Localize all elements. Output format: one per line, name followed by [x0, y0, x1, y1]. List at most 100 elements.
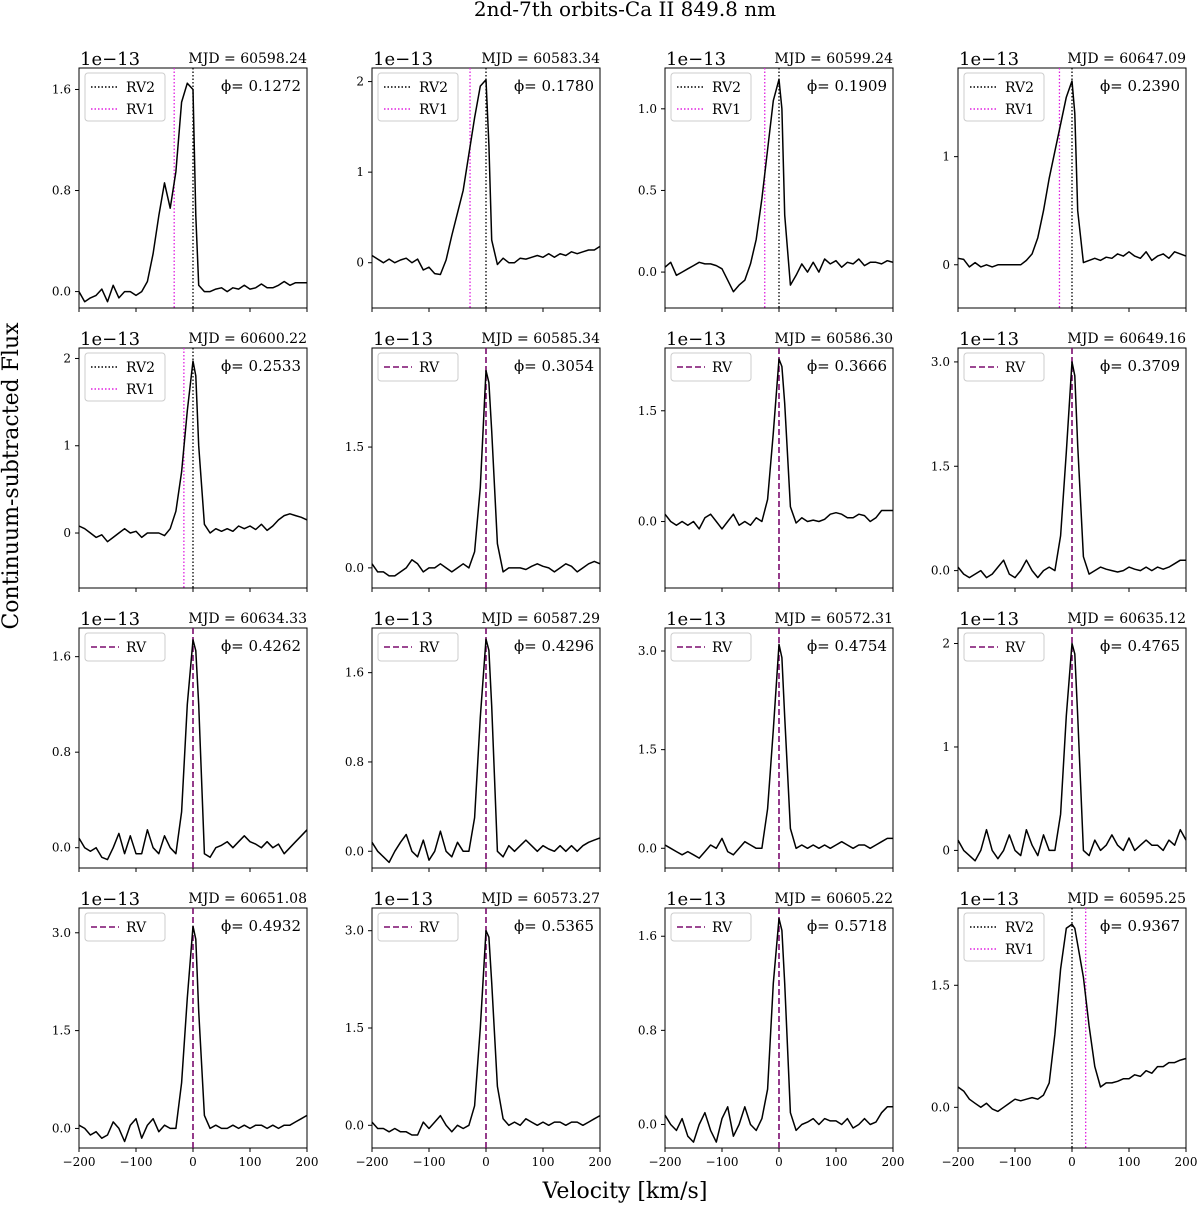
mjd-label: MJD = 60572.31 [774, 611, 893, 627]
legend-box [84, 632, 166, 662]
subplot-9: 0.0 0.8 1.6 RV ϕ= 0.4262 1e−13 MJD = 60634.33 [52, 609, 308, 872]
legend-label: RV [712, 920, 733, 936]
y-tick-label: 1 [942, 740, 950, 754]
x-tick-label: 0 [1068, 1155, 1076, 1169]
spectrum-line [664, 78, 894, 293]
legend-label: RV [1005, 360, 1026, 376]
offset-text: 1e−13 [666, 329, 726, 350]
x-tick-label: 100 [239, 1155, 262, 1169]
spectrum-line [78, 82, 307, 303]
y-tick-label: 0.0 [638, 1117, 657, 1131]
offset-text: 1e−13 [959, 609, 1019, 630]
mjd-label: MJD = 60635.12 [1067, 611, 1186, 627]
legend-box [670, 912, 752, 942]
x-tick-label: −100 [999, 1155, 1032, 1169]
y-tick-label: 0.8 [52, 745, 71, 759]
phase-label: ϕ= 0.3054 [514, 357, 594, 375]
x-tick-label: 0 [775, 1155, 783, 1169]
x-tick-label: 0 [189, 1155, 197, 1169]
offset-text: 1e−13 [80, 49, 140, 70]
legend-label: RV1 [419, 102, 448, 118]
y-tick-label: 1.5 [638, 404, 657, 418]
spectrum-line [371, 638, 601, 864]
mjd-label: MJD = 60651.08 [188, 891, 307, 907]
x-tick-label: 200 [1175, 1155, 1198, 1169]
offset-text: 1e−13 [373, 889, 433, 910]
y-tick-label: 1.5 [52, 1024, 71, 1038]
spectrum-line [664, 917, 893, 1143]
legend-box [377, 352, 459, 382]
x-tick-label: −200 [356, 1155, 389, 1169]
y-tick-label: 0.8 [345, 755, 364, 769]
phase-label: ϕ= 0.2533 [221, 357, 301, 375]
y-tick-label: 1.5 [345, 440, 364, 454]
legend-label: RV [419, 920, 440, 936]
legend-box [84, 912, 166, 942]
x-tick-label: 200 [882, 1155, 905, 1169]
y-tick-label: 0 [356, 256, 364, 270]
spectrum-line [371, 929, 601, 1136]
phase-label: ϕ= 0.2390 [1100, 77, 1180, 95]
y-tick-label: 0.0 [345, 844, 364, 858]
spectrum-line [371, 79, 601, 276]
y-tick-label: 0.0 [931, 1100, 950, 1114]
x-tick-label: −200 [649, 1155, 682, 1169]
phase-label: ϕ= 0.4765 [1100, 637, 1180, 655]
spectrum-line [78, 925, 308, 1143]
y-tick-label: 1.5 [638, 743, 657, 757]
x-tick-label: −100 [120, 1155, 153, 1169]
legend-label: RV1 [1005, 102, 1034, 118]
subplot-13: 0.0 1.5 3.0 −200 −100 0 100 200 RV ϕ= 0.4932 1e−13… [52, 889, 319, 1169]
legend-box [377, 632, 459, 662]
subplot-3: 0.0 0.5 1.0 RV2 RV1 ϕ= 0.1909 1e−13 MJD = 60599… [638, 49, 894, 312]
legend-label: RV2 [126, 80, 155, 96]
x-tick-label: −200 [942, 1155, 975, 1169]
mjd-label: MJD = 60599.24 [774, 51, 893, 67]
offset-text: 1e−13 [373, 329, 433, 350]
legend-label: RV [126, 920, 147, 936]
y-tick-label: 0.5 [638, 183, 657, 197]
y-tick-label: 1.5 [931, 459, 950, 473]
mjd-label: MJD = 60634.33 [188, 611, 307, 627]
subplot-14: 0.0 1.5 3.0 −200 −100 0 100 200 RV ϕ= 0.5365 1e−13… [345, 889, 612, 1169]
y-tick-label: 0.0 [52, 1121, 71, 1135]
offset-text: 1e−13 [80, 329, 140, 350]
legend-label: RV2 [712, 80, 741, 96]
y-tick-label: 0.0 [345, 561, 364, 575]
y-tick-label: 0.0 [638, 515, 657, 529]
legend-label: RV1 [126, 382, 155, 398]
y-tick-label: 0.0 [638, 265, 657, 279]
y-tick-label: 1.5 [931, 978, 950, 992]
y-tick-label: 1.6 [52, 82, 71, 96]
legend-label: RV2 [1005, 920, 1034, 936]
legend-box [963, 352, 1045, 382]
mjd-label: MJD = 60649.16 [1067, 331, 1186, 347]
spectrum-line [78, 639, 308, 861]
y-tick-label: 1.6 [345, 666, 364, 680]
legend-label: RV [1005, 640, 1026, 656]
y-axis-title: Continuum-subtracted Flux [0, 322, 24, 630]
legend-box [377, 912, 459, 942]
phase-label: ϕ= 0.1909 [807, 77, 887, 95]
offset-text: 1e−13 [666, 889, 726, 910]
legend-label: RV [419, 640, 440, 656]
phase-label: ϕ= 0.1272 [221, 77, 301, 95]
x-tick-label: 100 [825, 1155, 848, 1169]
subplot-16: 0.0 1.5 −200 −100 0 100 200 RV2 RV1 ϕ= 0.9367 1e−1… [931, 889, 1198, 1169]
subplot-4: 0 1 RV2 RV1 ϕ= 0.2390 1e−13 MJD = 60647.09 [942, 49, 1187, 312]
spectrum-line [957, 361, 1186, 579]
mjd-label: MJD = 60583.34 [481, 51, 600, 67]
y-tick-label: 1.6 [52, 650, 71, 664]
offset-text: 1e−13 [80, 889, 140, 910]
legend-label: RV [712, 360, 733, 376]
subplot-15: 0.0 0.8 1.6 −200 −100 0 100 200 RV ϕ= 0.5718 1e−13… [638, 889, 905, 1169]
phase-label: ϕ= 0.3709 [1100, 357, 1180, 375]
x-tick-label: −100 [413, 1155, 446, 1169]
y-tick-label: 2 [356, 75, 364, 89]
phase-label: ϕ= 0.5365 [514, 917, 594, 935]
legend-label: RV [712, 640, 733, 656]
legend-box [963, 632, 1045, 662]
y-tick-label: 3.0 [638, 644, 657, 658]
legend-label: RV2 [1005, 80, 1034, 96]
